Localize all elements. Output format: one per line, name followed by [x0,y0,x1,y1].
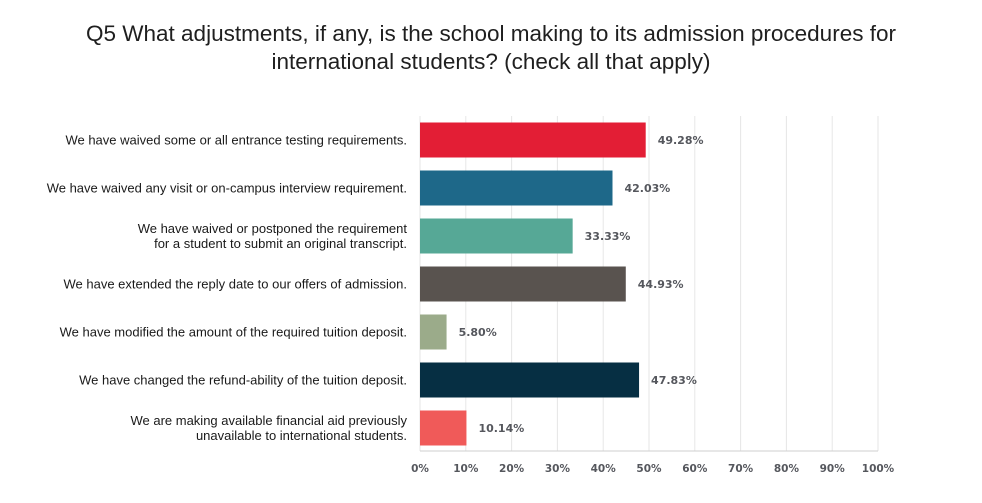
chart-title-line-2: international students? (check all that … [271,49,711,74]
category-label-7: We are making available financial aid pr… [130,413,407,443]
category-label-7-line-2: unavailable to international students. [196,428,407,443]
value-label-4: 44.93% [638,278,684,291]
x-tick-label-70: 70% [728,463,754,475]
value-label-5: 5.80% [459,326,497,339]
category-label-6-line-1: We have changed the refund-ability of th… [79,373,407,388]
x-tick-label-100: 100% [862,463,895,475]
chart-title: Q5 What adjustments, if any, is the scho… [40,20,942,76]
x-tick-label-0: 0% [411,463,429,475]
category-label-3-line-2: for a student to submit an original tran… [154,236,407,251]
category-label-3-line-1: We have waived or postponed the requirem… [138,221,408,236]
bar-4 [420,266,626,302]
value-label-3: 33.33% [585,230,631,243]
bar-6 [420,362,640,398]
category-label-1: We have waived some or all entrance test… [65,133,407,148]
chart-title-line-1: Q5 What adjustments, if any, is the scho… [86,21,896,46]
bar-5 [420,314,447,350]
category-label-2-line-1: We have waived any visit or on-campus in… [47,181,407,196]
category-label-4: We have extended the reply date to our o… [63,277,407,292]
x-tick-label-20: 20% [499,463,525,475]
category-label-1-line-1: We have waived some or all entrance test… [65,133,407,148]
x-tick-label-50: 50% [636,463,662,475]
value-label-2: 42.03% [624,182,670,195]
value-labels: 49.28% 42.03% 33.33% 44.93% 5.80% 47.83% 10.14… [459,134,704,435]
x-tick-label-10: 10% [453,463,479,475]
bar-1 [420,122,646,158]
x-tick-label-90: 90% [820,463,846,475]
value-label-1: 49.28% [658,134,704,147]
category-labels: We have waived some or all entrance test… [47,133,408,444]
category-label-7-line-1: We are making available financial aid pr… [130,413,407,428]
bar-3 [420,218,573,254]
category-label-6: We have changed the refund-ability of th… [79,373,407,388]
bar-2 [420,170,613,206]
category-label-4-line-1: We have extended the reply date to our o… [63,277,407,292]
category-label-2: We have waived any visit or on-campus in… [47,181,407,196]
category-label-3: We have waived or postponed the requirem… [138,221,408,251]
x-tick-label-40: 40% [591,463,617,475]
x-tick-label-60: 60% [682,463,708,475]
category-label-5: We have modified the amount of the requi… [60,325,407,340]
x-tick-label-30: 30% [545,463,571,475]
x-axis-ticks: 0% 10% 20% 30% 40% 50% 60% 70% 80% 90% 100% [411,463,895,475]
bars [420,122,646,446]
category-label-5-line-1: We have modified the amount of the requi… [60,325,407,340]
bar-7 [420,410,467,446]
x-tick-label-80: 80% [774,463,800,475]
value-label-6: 47.83% [651,374,697,387]
value-label-7: 10.14% [478,422,524,435]
